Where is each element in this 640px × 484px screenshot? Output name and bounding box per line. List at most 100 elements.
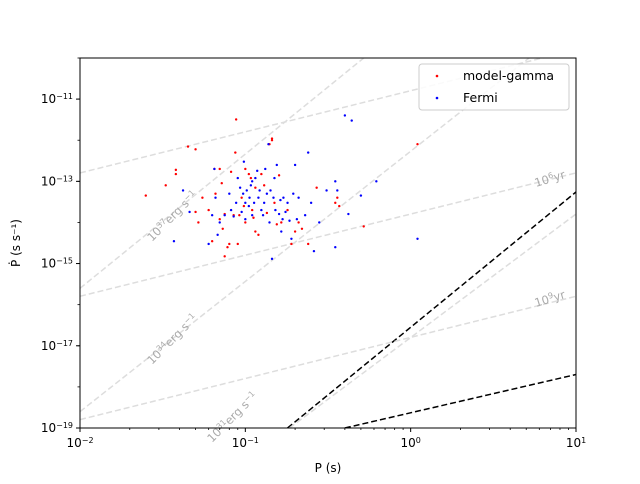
point-model-gamma-45 (275, 223, 278, 226)
plot-frame (79, 57, 577, 429)
reference-line-edot-6 (80, 58, 530, 413)
point-model-gamma-34 (252, 216, 255, 219)
reference-line-age-3 (80, 295, 576, 421)
point-model-gamma-44 (273, 201, 276, 205)
point-fermi-36 (265, 192, 269, 195)
point-fermi-1 (181, 189, 185, 192)
reference-lines (80, 58, 576, 428)
point-fermi-4 (210, 214, 214, 217)
reference-line-field-0 (287, 191, 576, 428)
point-model-gamma-52 (300, 227, 304, 231)
point-fermi-56 (295, 217, 299, 221)
point-fermi-58 (303, 214, 307, 217)
x-tick-label-0: 10−2 (66, 436, 93, 451)
point-model-gamma-16 (221, 227, 224, 231)
point-model-gamma-46 (277, 174, 281, 177)
point-fermi-6 (214, 196, 217, 199)
point-fermi-28 (254, 176, 257, 180)
point-model-gamma-48 (286, 208, 289, 212)
legend-marker-fermi (435, 96, 439, 100)
y-tick-label-3: 10−13 (41, 174, 73, 189)
point-fermi-57 (297, 196, 300, 199)
point-fermi-21 (245, 189, 248, 192)
point-fermi-51 (286, 201, 289, 205)
point-fermi-7 (216, 233, 219, 237)
point-fermi-41 (272, 196, 275, 199)
point-model-gamma-51 (297, 221, 300, 224)
y-tick-label-2: 10−15 (41, 256, 73, 271)
point-fermi-44 (275, 163, 278, 167)
point-model-gamma-18 (223, 255, 226, 258)
point-model-gamma-49 (290, 242, 293, 246)
legend: model-gamma Fermi (418, 63, 570, 111)
point-model-gamma-23 (234, 151, 237, 154)
point-fermi-46 (279, 198, 282, 202)
point-fermi-61 (312, 249, 316, 253)
point-fermi-59 (306, 151, 310, 154)
point-fermi-0 (172, 239, 176, 243)
point-model-gamma-54 (315, 186, 318, 189)
point-model-gamma-14 (218, 217, 221, 221)
point-fermi-37 (267, 143, 270, 146)
point-fermi-45 (277, 212, 281, 216)
point-model-gamma-35 (254, 230, 257, 233)
point-model-gamma-19 (226, 246, 229, 249)
point-fermi-20 (244, 217, 247, 221)
point-model-gamma-58 (362, 225, 365, 228)
point-model-gamma-6 (194, 210, 197, 214)
point-model-gamma-13 (218, 167, 221, 171)
point-model-gamma-29 (244, 167, 247, 171)
legend-marker-model-gamma (435, 74, 439, 78)
point-fermi-22 (247, 204, 251, 208)
point-model-gamma-56 (336, 196, 339, 199)
point-fermi-15 (238, 186, 242, 189)
point-model-gamma-24 (234, 118, 238, 121)
point-fermi-38 (268, 221, 271, 224)
point-model-gamma-55 (334, 201, 337, 205)
reference-line-age-2 (80, 172, 576, 298)
point-fermi-35 (264, 167, 267, 171)
y-axis-label: Ṗ (s s⁻¹) (8, 219, 23, 267)
point-fermi-17 (241, 192, 245, 195)
point-fermi-8 (218, 221, 221, 224)
point-fermi-16 (240, 210, 243, 214)
point-model-gamma-50 (293, 230, 297, 233)
point-fermi-55 (293, 163, 297, 167)
x-axis-label: P (s) (315, 461, 342, 475)
reference-line-field-1 (344, 373, 576, 428)
point-fermi-68 (347, 212, 350, 216)
point-model-gamma-59 (416, 143, 419, 146)
reference-line-edot-7 (289, 213, 576, 428)
point-fermi-70 (359, 194, 363, 197)
point-fermi-33 (261, 214, 265, 217)
point-model-gamma-20 (228, 242, 231, 246)
point-model-gamma-36 (254, 186, 257, 189)
point-model-gamma-1 (164, 184, 167, 187)
point-model-gamma-28 (242, 204, 246, 208)
point-fermi-24 (249, 184, 253, 187)
point-fermi-66 (336, 189, 339, 192)
legend-label-fermi: Fermi (463, 90, 498, 105)
annotation-age-1e6: 106yr (533, 167, 567, 190)
point-model-gamma-42 (270, 137, 274, 140)
legend-box (418, 63, 570, 111)
point-fermi-40 (270, 257, 274, 261)
point-fermi-47 (280, 230, 283, 233)
x-tick-label-2: 100 (400, 436, 420, 451)
point-fermi-60 (309, 201, 313, 205)
point-fermi-67 (343, 114, 347, 117)
point-fermi-5 (213, 167, 216, 171)
point-fermi-43 (274, 208, 277, 212)
point-model-gamma-40 (265, 211, 269, 215)
y-tick-label-1: 10−17 (41, 338, 73, 353)
scatter-points (144, 114, 419, 261)
point-fermi-10 (228, 192, 231, 195)
point-fermi-69 (350, 119, 353, 122)
point-fermi-26 (250, 214, 254, 217)
point-model-gamma-8 (201, 196, 204, 199)
point-model-gamma-31 (247, 172, 251, 176)
point-model-gamma-4 (186, 145, 190, 148)
point-fermi-54 (292, 192, 295, 195)
point-model-gamma-33 (250, 208, 254, 212)
point-fermi-25 (250, 180, 254, 183)
